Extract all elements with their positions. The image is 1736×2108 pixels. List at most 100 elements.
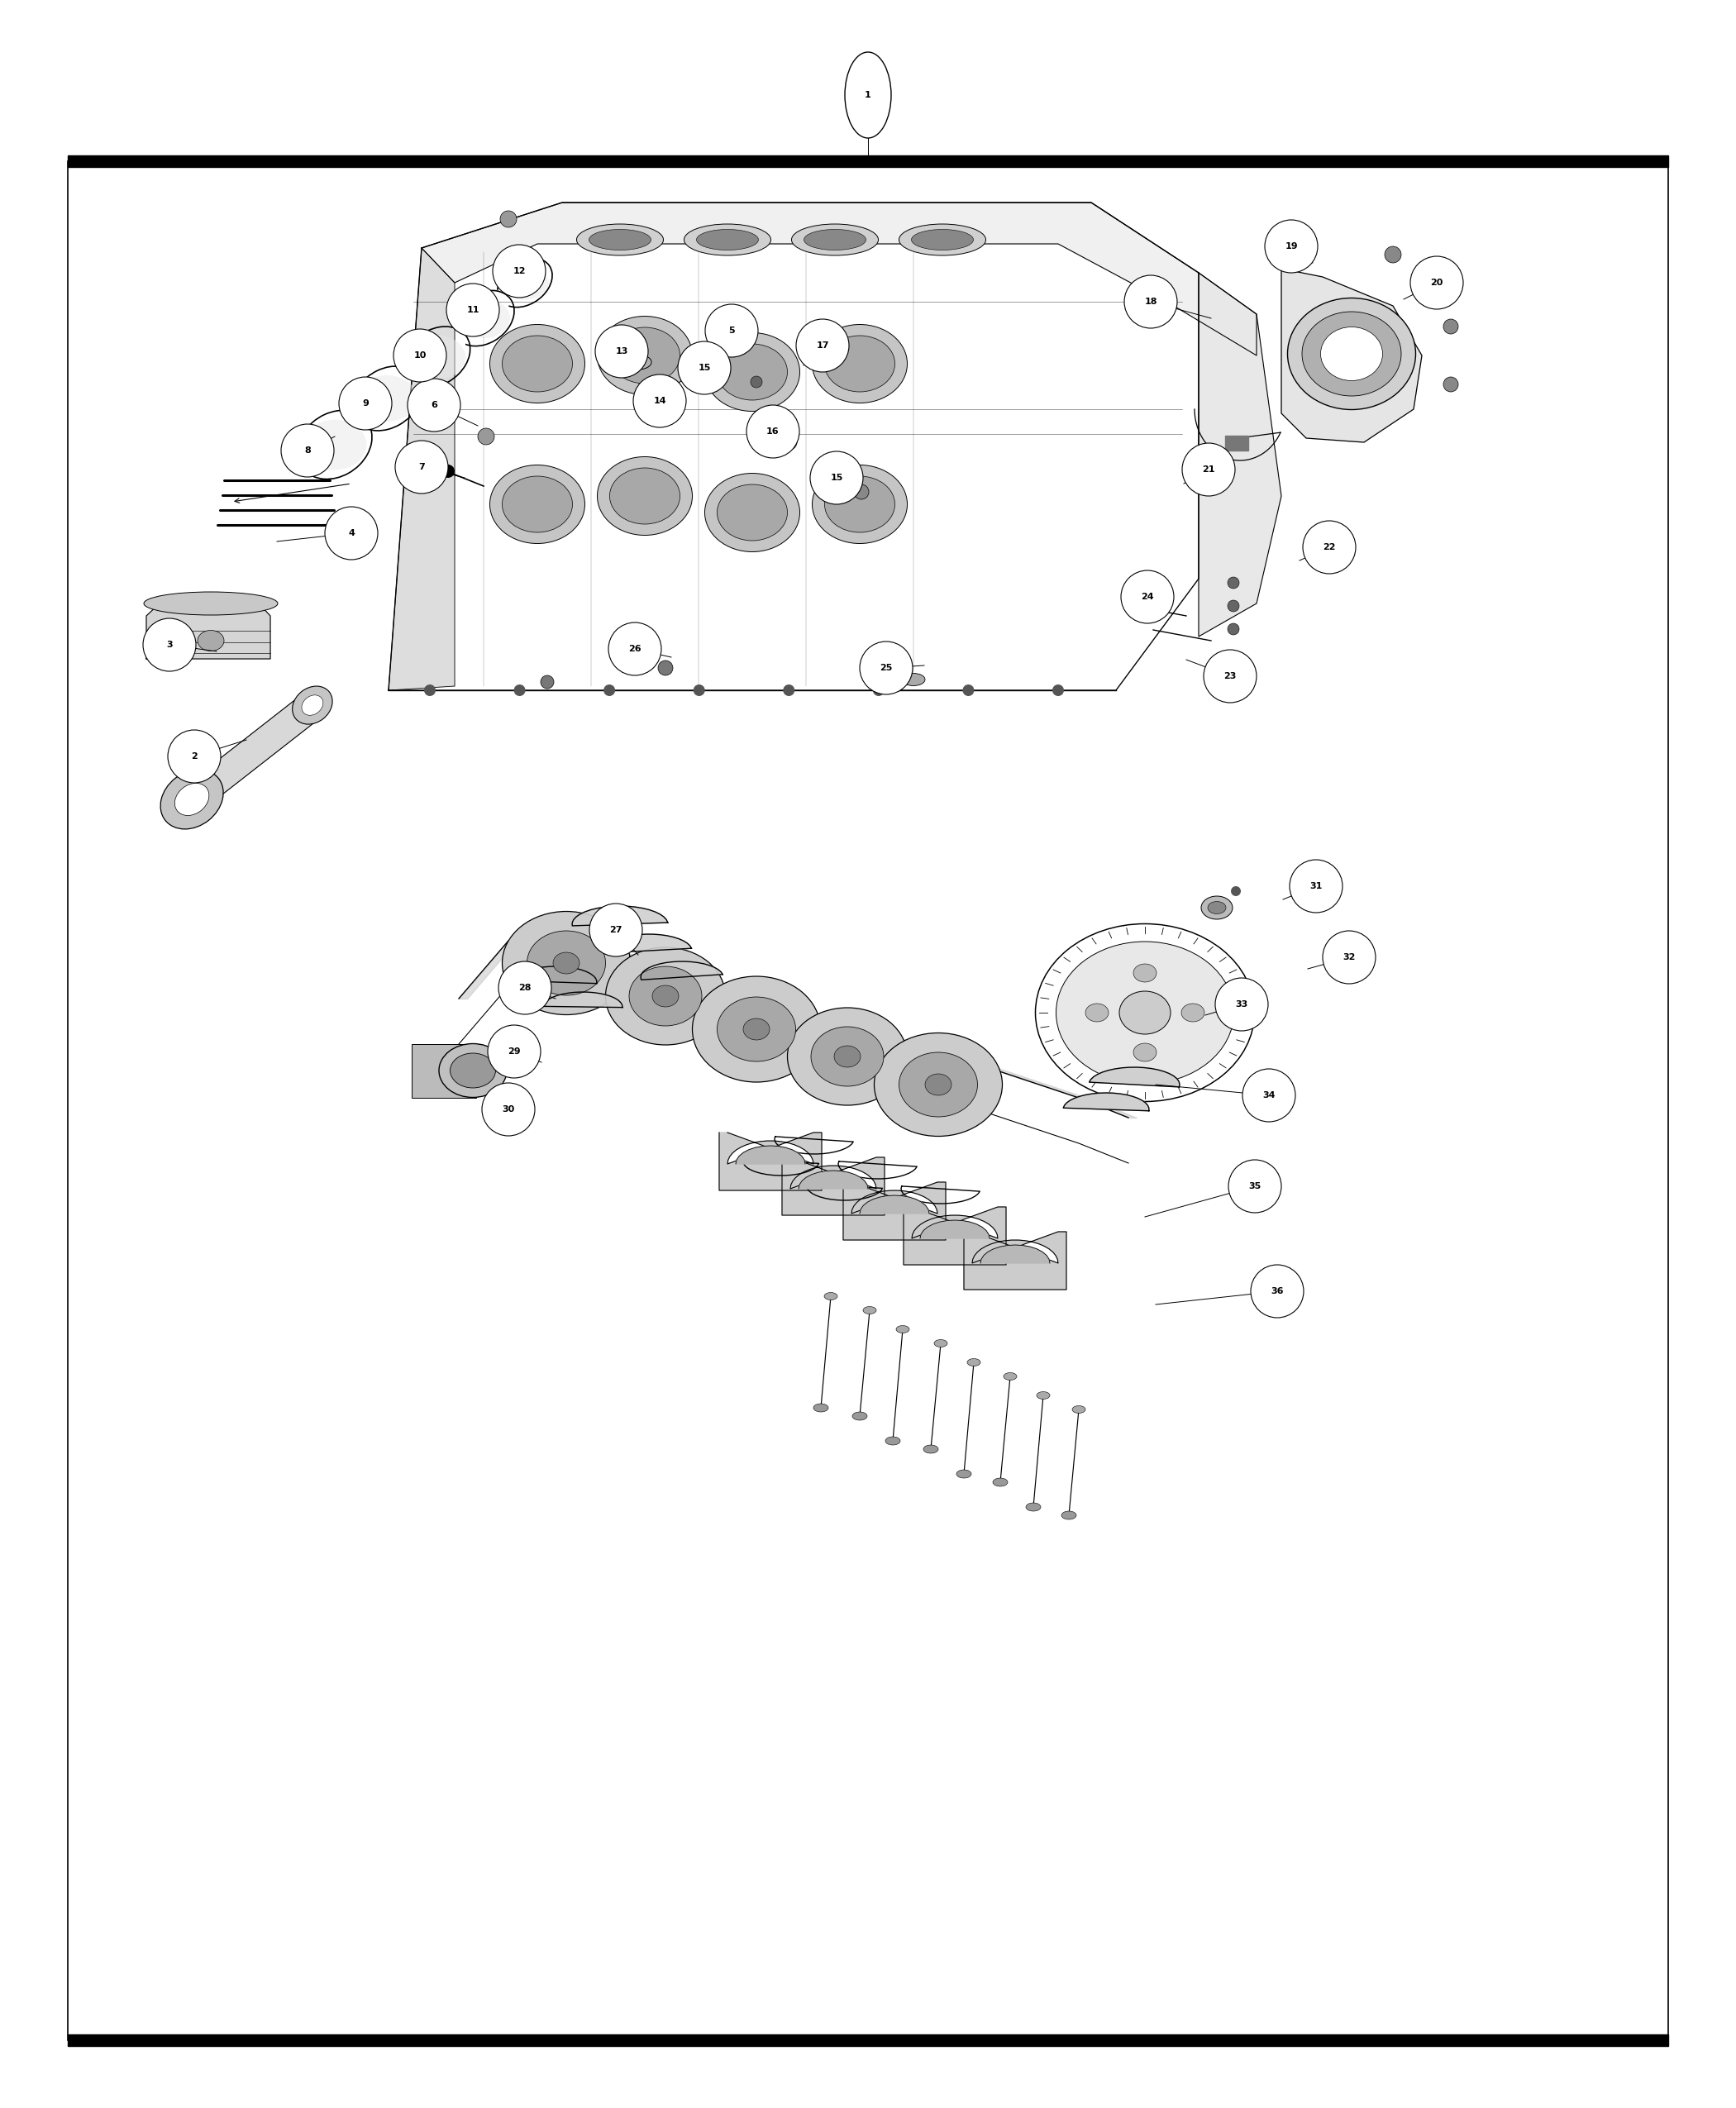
Polygon shape <box>389 249 455 689</box>
Bar <box>68 156 1668 167</box>
Text: 35: 35 <box>1248 1183 1260 1191</box>
Ellipse shape <box>811 1027 884 1086</box>
Ellipse shape <box>628 965 701 1027</box>
Ellipse shape <box>1134 963 1156 982</box>
Ellipse shape <box>1201 896 1233 919</box>
Ellipse shape <box>1120 991 1170 1035</box>
Circle shape <box>658 660 674 675</box>
Circle shape <box>811 451 863 504</box>
Ellipse shape <box>717 485 788 540</box>
Circle shape <box>493 245 545 297</box>
Text: 32: 32 <box>1342 953 1356 961</box>
Circle shape <box>1121 571 1174 624</box>
Ellipse shape <box>160 769 224 828</box>
Polygon shape <box>844 1183 946 1240</box>
Circle shape <box>873 685 884 696</box>
Polygon shape <box>981 1246 1050 1263</box>
Circle shape <box>1443 377 1458 392</box>
Ellipse shape <box>899 223 986 255</box>
Text: 8: 8 <box>304 447 311 455</box>
Text: 13: 13 <box>615 348 628 356</box>
Polygon shape <box>389 202 1198 689</box>
Text: 24: 24 <box>1141 592 1154 601</box>
Ellipse shape <box>934 1339 948 1347</box>
Text: 33: 33 <box>1236 1001 1248 1008</box>
Circle shape <box>281 424 333 476</box>
Circle shape <box>1215 978 1267 1031</box>
Ellipse shape <box>1321 327 1382 382</box>
Text: 28: 28 <box>519 984 531 993</box>
Text: 14: 14 <box>653 396 667 405</box>
Text: 27: 27 <box>609 925 621 934</box>
Polygon shape <box>1088 1067 1180 1088</box>
Ellipse shape <box>957 1469 972 1478</box>
Ellipse shape <box>693 976 821 1081</box>
Ellipse shape <box>717 997 795 1062</box>
Circle shape <box>500 211 517 228</box>
Circle shape <box>1229 1159 1281 1212</box>
Circle shape <box>1203 649 1257 702</box>
Ellipse shape <box>198 630 224 651</box>
Circle shape <box>783 685 795 696</box>
Ellipse shape <box>925 1073 951 1096</box>
Text: 15: 15 <box>830 474 844 483</box>
Circle shape <box>477 428 495 445</box>
Circle shape <box>168 729 220 782</box>
Bar <box>411 1043 476 1098</box>
Ellipse shape <box>490 325 585 403</box>
Ellipse shape <box>792 223 878 255</box>
Text: 31: 31 <box>1309 881 1323 890</box>
Ellipse shape <box>705 333 800 411</box>
Text: 17: 17 <box>816 341 828 350</box>
Text: 21: 21 <box>1201 466 1215 474</box>
Text: 22: 22 <box>1323 544 1335 552</box>
Circle shape <box>396 441 448 493</box>
Ellipse shape <box>911 230 974 251</box>
Circle shape <box>1052 685 1064 696</box>
Ellipse shape <box>144 592 278 616</box>
Circle shape <box>498 961 552 1014</box>
Circle shape <box>590 904 642 957</box>
Bar <box>1226 436 1248 451</box>
Ellipse shape <box>825 335 894 392</box>
Circle shape <box>781 434 797 449</box>
Text: 18: 18 <box>1144 297 1158 306</box>
Text: 3: 3 <box>167 641 172 649</box>
Text: 11: 11 <box>467 306 479 314</box>
Ellipse shape <box>1061 1511 1076 1520</box>
Polygon shape <box>1062 1092 1149 1111</box>
Ellipse shape <box>625 354 651 369</box>
Circle shape <box>859 641 913 694</box>
Circle shape <box>677 341 731 394</box>
Circle shape <box>1231 885 1241 896</box>
Circle shape <box>693 685 705 696</box>
Circle shape <box>750 375 762 388</box>
Ellipse shape <box>502 476 573 533</box>
Text: 15: 15 <box>698 365 710 371</box>
Ellipse shape <box>814 1404 828 1412</box>
Text: 26: 26 <box>628 645 641 653</box>
Ellipse shape <box>696 230 759 251</box>
Ellipse shape <box>1035 923 1255 1102</box>
Circle shape <box>394 329 446 382</box>
Text: 20: 20 <box>1430 278 1443 287</box>
Ellipse shape <box>554 953 580 974</box>
Text: 7: 7 <box>418 464 425 472</box>
Ellipse shape <box>609 327 681 384</box>
Circle shape <box>1227 601 1240 611</box>
Ellipse shape <box>684 223 771 255</box>
Ellipse shape <box>502 266 549 299</box>
Ellipse shape <box>609 468 681 525</box>
Ellipse shape <box>1085 1003 1109 1022</box>
Polygon shape <box>543 993 623 1008</box>
Ellipse shape <box>597 316 693 394</box>
Ellipse shape <box>502 335 573 392</box>
Ellipse shape <box>924 1444 937 1452</box>
Circle shape <box>1125 276 1177 329</box>
Text: 6: 6 <box>431 401 437 409</box>
Ellipse shape <box>457 299 510 337</box>
Ellipse shape <box>812 466 908 544</box>
Ellipse shape <box>1180 1003 1205 1022</box>
Text: 5: 5 <box>729 327 734 335</box>
Circle shape <box>667 403 681 417</box>
